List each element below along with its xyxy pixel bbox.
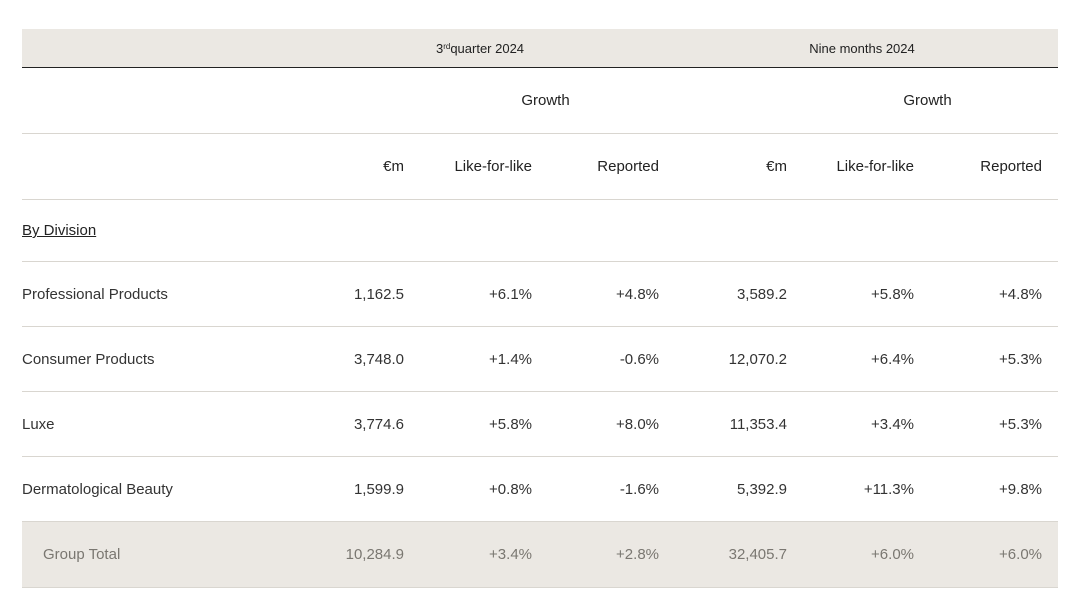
col-header-9m-eur: €m: [766, 158, 787, 175]
row-value: 3,748.0: [353, 350, 404, 368]
row-value: +8.0%: [616, 415, 659, 433]
row-value: 12,070.2: [728, 350, 787, 368]
row-value: 1,599.9: [353, 480, 404, 498]
growth-label-q3: Growth: [521, 92, 570, 109]
row-value: -0.6%: [619, 350, 659, 368]
row-value: +11.3%: [863, 480, 914, 498]
row-value: +9.8%: [999, 480, 1042, 498]
row-value: +4.8%: [616, 285, 659, 303]
group-total-value: +6.0%: [999, 546, 1042, 563]
row-value: +3.4%: [871, 415, 914, 433]
table-row: Professional Products 1,162.5 +6.1% +4.8…: [22, 262, 1058, 327]
row-value: +4.8%: [999, 285, 1042, 303]
row-value: 3,774.6: [353, 415, 404, 433]
growth-header-row: Growth Growth: [22, 68, 1058, 134]
col-header-q3-eur: €m: [383, 158, 404, 175]
row-value: +1.4%: [489, 350, 532, 368]
row-label: Professional Products: [22, 285, 168, 303]
row-label: Dermatological Beauty: [22, 480, 173, 498]
row-value: +6.1%: [489, 285, 532, 303]
section-title-by-division: By Division: [22, 222, 97, 239]
column-header-row: €m Like-for-like Reported €m Like-for-li…: [22, 134, 1058, 200]
growth-label-nine-months: Growth: [903, 92, 952, 109]
row-value: +5.8%: [489, 415, 532, 433]
col-header-9m-lfl: Like-for-like: [836, 158, 914, 175]
row-value: 1,162.5: [353, 285, 404, 303]
col-header-q3-reported: Reported: [597, 158, 659, 175]
q3-suffix: quarter 2024: [450, 40, 525, 56]
row-value: +5.8%: [871, 285, 914, 303]
row-value: +6.4%: [871, 350, 914, 368]
q3-number: 3: [435, 40, 444, 56]
group-total-value: +3.4%: [489, 546, 532, 563]
group-total-value: 32,405.7: [728, 546, 787, 563]
group-total-value: +6.0%: [871, 546, 914, 563]
section-row: By Division: [22, 200, 1058, 262]
table-row: Dermatological Beauty 1,599.9 +0.8% -1.6…: [22, 457, 1058, 522]
row-value: +5.3%: [999, 350, 1042, 368]
row-value: +5.3%: [999, 415, 1042, 433]
row-value: +0.8%: [489, 480, 532, 498]
row-value: 11,353.4: [729, 415, 787, 433]
group-total-label: Group Total: [43, 546, 121, 563]
row-value: 5,392.9: [736, 480, 787, 498]
row-value: 3,589.2: [736, 285, 787, 303]
row-label: Luxe: [22, 415, 55, 433]
col-header-9m-reported: Reported: [980, 158, 1042, 175]
period-nine-months-2024: Nine months 2024: [809, 40, 915, 56]
group-total-row: Group Total 10,284.9 +3.4% +2.8% 32,405.…: [22, 522, 1058, 588]
col-header-q3-lfl: Like-for-like: [454, 158, 532, 175]
group-total-value: +2.8%: [616, 546, 659, 563]
table-row: Consumer Products 3,748.0 +1.4% -0.6% 12…: [22, 327, 1058, 392]
row-label: Consumer Products: [22, 350, 155, 368]
row-value: -1.6%: [619, 480, 659, 498]
table-row: Luxe 3,774.6 +5.8% +8.0% 11,353.4 +3.4% …: [22, 392, 1058, 457]
group-total-value: 10,284.9: [345, 546, 404, 563]
